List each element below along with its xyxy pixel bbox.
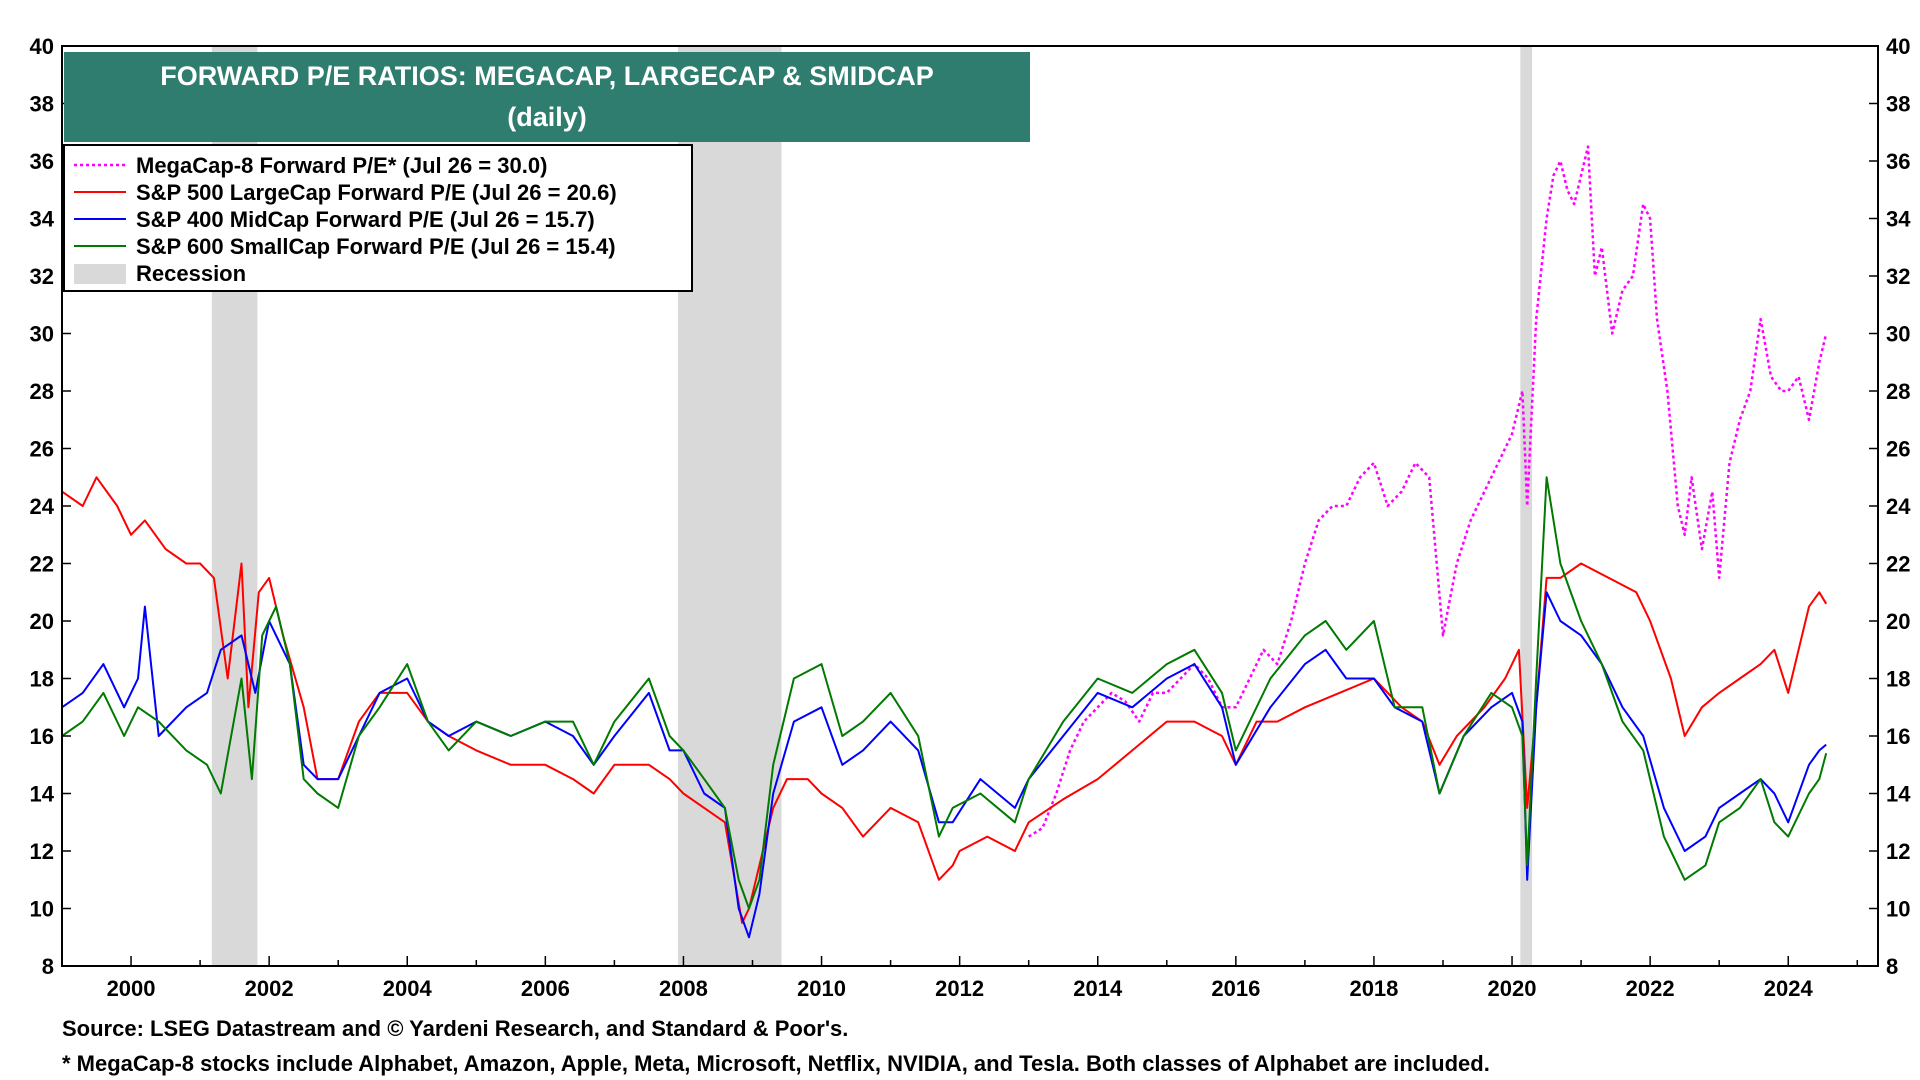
y-tick-label-right: 18 (1886, 667, 1910, 692)
y-tick-label-left: 30 (30, 322, 54, 347)
x-tick-label: 2016 (1211, 976, 1260, 1001)
x-tick-label: 2014 (1073, 976, 1123, 1001)
y-tick-label-left: 28 (30, 379, 54, 404)
legend-label-megacap: MegaCap-8 Forward P/E* (Jul 26 = 30.0) (136, 153, 547, 178)
chart-title-box: FORWARD P/E RATIOS: MEGACAP, LARGECAP & … (64, 52, 1030, 142)
x-tick-label: 2008 (659, 976, 708, 1001)
y-tick-label-right: 12 (1886, 839, 1910, 864)
y-tick-label-left: 18 (30, 667, 54, 692)
y-tick-label-left: 20 (30, 609, 54, 634)
y-tick-label-right: 26 (1886, 437, 1910, 462)
y-tick-label-right: 14 (1886, 782, 1911, 807)
source-note: Source: LSEG Datastream and © Yardeni Re… (62, 1016, 849, 1041)
y-tick-label-left: 34 (30, 207, 55, 232)
legend-label-largecap: S&P 500 LargeCap Forward P/E (Jul 26 = 2… (136, 180, 617, 205)
y-tick-label-right: 8 (1886, 954, 1898, 979)
chart-subtitle: (daily) (507, 102, 587, 132)
y-tick-label-right: 22 (1886, 552, 1910, 577)
x-tick-label: 2002 (245, 976, 294, 1001)
x-tick-label: 2012 (935, 976, 984, 1001)
legend: MegaCap-8 Forward P/E* (Jul 26 = 30.0)S&… (63, 144, 693, 292)
y-tick-label-left: 24 (30, 494, 55, 519)
y-tick-label-left: 16 (30, 724, 54, 749)
footnote: * MegaCap-8 stocks include Alphabet, Ama… (62, 1051, 1490, 1076)
chart-title: FORWARD P/E RATIOS: MEGACAP, LARGECAP & … (160, 61, 934, 91)
y-tick-label-left: 26 (30, 437, 54, 462)
y-tick-label-right: 36 (1886, 149, 1910, 174)
y-tick-label-left: 22 (30, 552, 54, 577)
legend-label-smallcap: S&P 600 SmallCap Forward P/E (Jul 26 = 1… (136, 234, 616, 259)
series-line-megacap (1028, 145, 1828, 838)
x-tick-label: 2024 (1764, 976, 1814, 1001)
legend-label-recession: Recession (136, 261, 246, 286)
y-tick-label-right: 16 (1886, 724, 1910, 749)
x-tick-label: 2010 (797, 976, 846, 1001)
series-line-largecap (61, 476, 1828, 924)
y-tick-label-right: 34 (1886, 207, 1911, 232)
y-tick-label-right: 32 (1886, 264, 1910, 289)
recession-band-3 (1520, 46, 1533, 966)
series-lines (61, 145, 1828, 939)
x-tick-label: 2020 (1488, 976, 1537, 1001)
series-line-smallcap (61, 476, 1828, 910)
recession-band-2 (677, 46, 782, 966)
y-tick-label-right: 20 (1886, 609, 1910, 634)
x-tick-label: 2022 (1626, 976, 1675, 1001)
x-tick-label: 2006 (521, 976, 570, 1001)
x-tick-label: 2018 (1349, 976, 1398, 1001)
y-tick-label-left: 14 (30, 782, 55, 807)
y-tick-label-right: 24 (1886, 494, 1911, 519)
y-tick-label-right: 38 (1886, 92, 1910, 117)
legend-label-midcap: S&P 400 MidCap Forward P/E (Jul 26 = 15.… (136, 207, 595, 232)
y-tick-label-left: 12 (30, 839, 54, 864)
y-tick-label-left: 32 (30, 264, 54, 289)
legend-swatch-recession (74, 264, 126, 284)
y-tick-label-left: 40 (30, 34, 54, 59)
title-background (64, 52, 1030, 142)
y-tick-label-right: 10 (1886, 897, 1910, 922)
x-tick-label: 2004 (383, 976, 433, 1001)
y-tick-label-right: 40 (1886, 34, 1910, 59)
y-tick-label-left: 10 (30, 897, 54, 922)
y-tick-label-right: 28 (1886, 379, 1910, 404)
x-tick-label: 2000 (107, 976, 156, 1001)
y-tick-label-left: 36 (30, 149, 54, 174)
series-line-midcap (61, 591, 1827, 939)
y-tick-label-left: 38 (30, 92, 54, 117)
y-tick-label-right: 30 (1886, 322, 1910, 347)
legend-box (63, 144, 693, 292)
y-tick-label-left: 8 (42, 954, 54, 979)
